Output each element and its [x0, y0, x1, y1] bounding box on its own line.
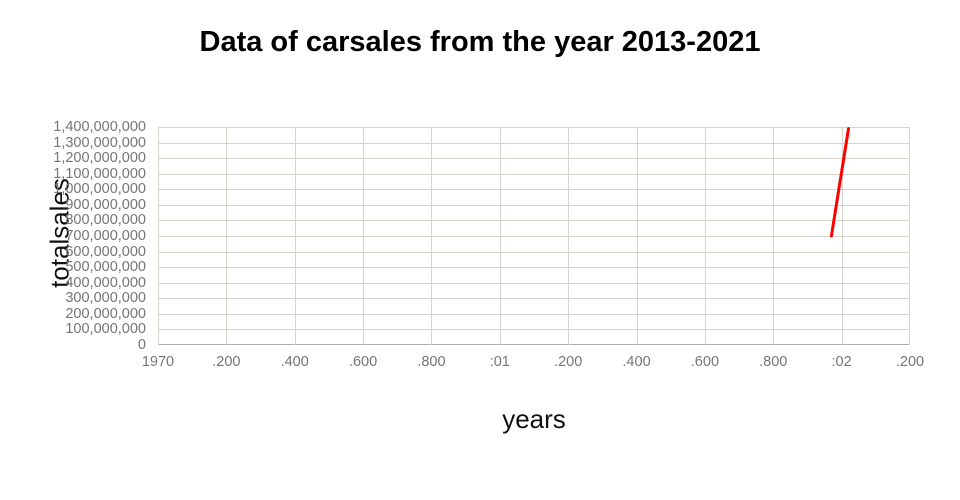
x-tick-label: .200: [212, 354, 241, 370]
y-tick-label: 100,000,000: [65, 321, 146, 338]
y-tick-label: 1,000,000,000: [53, 181, 146, 198]
y-tick-label: 600,000,000: [65, 243, 146, 260]
x-tick-label: .400: [622, 354, 651, 370]
y-tick-label: 1,400,000,000: [53, 119, 146, 135]
y-tick-label: 1,100,000,000: [53, 165, 146, 182]
x-tick-label: :02: [831, 354, 852, 370]
x-tick-label: .200: [554, 354, 583, 370]
x-tick-label: .800: [759, 354, 788, 370]
y-tick-label: 500,000,000: [65, 259, 146, 276]
y-tick-label: 900,000,000: [65, 196, 146, 213]
y-tick-label: 700,000,000: [65, 228, 146, 244]
x-axis-title: years: [502, 404, 566, 434]
chart-title: Data of carsales from the year 2013-2021: [199, 26, 761, 58]
y-tick-label: 800,000,000: [65, 212, 146, 229]
y-tick-label: 0: [137, 337, 146, 353]
x-tick-label: .400: [280, 354, 309, 370]
x-tick-label: .600: [690, 354, 720, 370]
y-tick-label: 400,000,000: [65, 274, 146, 291]
y-tick-label: 1,200,000,000: [53, 150, 146, 167]
plot-area: [158, 127, 910, 345]
y-tick-label: 1,300,000,000: [53, 134, 146, 151]
y-tick-label: 300,000,000: [65, 290, 146, 307]
x-tick-label: .200: [895, 354, 925, 370]
x-tick-label: .600: [348, 354, 378, 370]
x-tick-label: 1970: [141, 354, 175, 370]
y-tick-label: 200,000,000: [65, 305, 146, 322]
x-tick-label: .800: [417, 354, 446, 370]
x-tick-label: :01: [489, 354, 510, 370]
series-line-totalsales: [829, 127, 850, 238]
plot-svg: [158, 127, 910, 345]
